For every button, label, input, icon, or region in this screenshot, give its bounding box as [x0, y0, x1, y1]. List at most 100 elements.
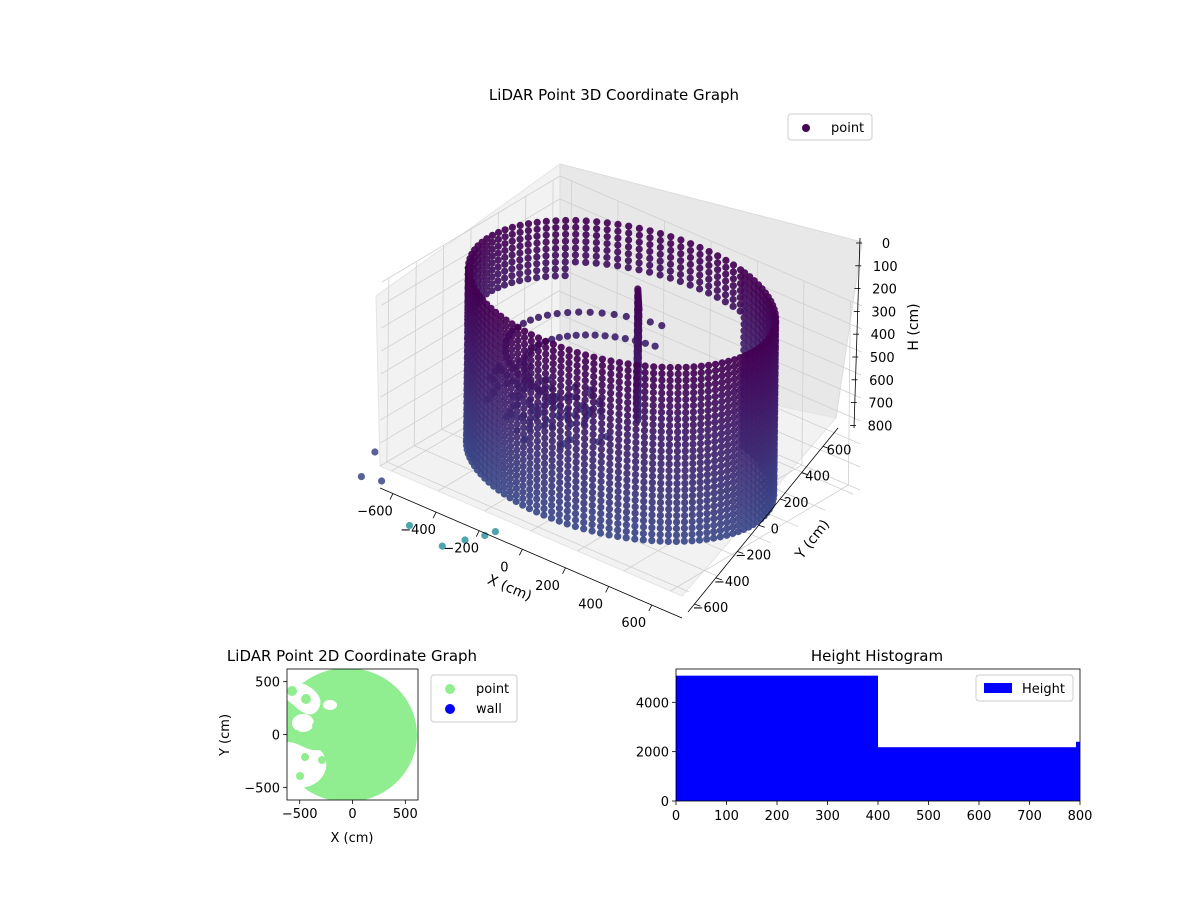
point-3d: [705, 248, 713, 256]
point-3d: [513, 452, 521, 460]
point-3d: [513, 433, 521, 441]
point-3d: [565, 365, 573, 373]
y-tick-label: 0: [272, 729, 280, 744]
point-3d: [729, 529, 737, 538]
point-3d: [736, 405, 744, 413]
point-3d: [506, 455, 515, 463]
point-3d: [729, 510, 737, 518]
point-3d: [724, 383, 732, 391]
point-3d: [711, 392, 719, 401]
point-3d: [549, 372, 557, 381]
point-3d: [695, 530, 704, 538]
point-3d: [689, 401, 698, 410]
point-3d: [633, 374, 641, 382]
points-3d: [357, 216, 780, 550]
point-3d: [519, 488, 527, 496]
point-3d: [689, 440, 697, 448]
y-tick-label: 4000: [636, 696, 669, 711]
x-tick: [562, 567, 566, 575]
point-3d: [718, 417, 726, 425]
point-3d: [667, 233, 675, 241]
point-3d: [598, 374, 606, 383]
point-3d: [729, 289, 737, 297]
point-3d: [589, 405, 598, 413]
point-3d: [580, 454, 589, 462]
point-3d: [508, 339, 516, 347]
point-3d: [689, 453, 697, 461]
point-3d: [605, 492, 614, 500]
point-3d: [625, 236, 633, 244]
point-3d: [648, 472, 657, 480]
point-3d: [689, 408, 698, 416]
point-3d: [666, 376, 674, 384]
point-3d: [614, 481, 622, 489]
point-3d: [581, 441, 589, 449]
point-3d: [703, 464, 712, 472]
point-3d: [603, 226, 611, 234]
point-3d: [717, 449, 725, 457]
point-3d: [648, 504, 656, 512]
point-3d: [564, 468, 572, 476]
point-3d: [722, 256, 730, 264]
point-3d: [548, 476, 556, 484]
point-3d: [507, 404, 515, 412]
point-3d: [648, 485, 656, 493]
point-3d: [548, 450, 556, 458]
point-3d: [633, 367, 641, 376]
point-3d: [657, 460, 665, 468]
point-3d: [605, 505, 614, 513]
point-3d: [543, 311, 552, 319]
point-3d: [674, 409, 682, 417]
point-3d: [718, 378, 726, 386]
point-3d: [697, 407, 705, 415]
point-3d: [524, 220, 533, 228]
point-3d: [686, 247, 695, 255]
point-3d: [580, 480, 588, 488]
point-3d: [730, 381, 738, 389]
point-3d: [625, 222, 633, 230]
point-3d: [582, 238, 590, 246]
point-3d: [562, 216, 570, 225]
point-3d: [519, 319, 528, 327]
y-tick: [780, 498, 787, 502]
point-3d: [556, 478, 564, 487]
point-3d: [514, 369, 522, 377]
point-3d: [640, 484, 648, 492]
point-3d: [549, 411, 557, 419]
point-3d: [524, 268, 532, 276]
point-3d: [688, 524, 696, 532]
point-3d: [581, 383, 589, 391]
point-3d: [534, 392, 542, 400]
point-3d: [514, 324, 522, 332]
point-3d: [557, 350, 565, 358]
point-3d: [542, 231, 550, 239]
point-3d: [597, 477, 605, 486]
z-tick-label: 100: [873, 260, 898, 275]
point-3d: [527, 369, 535, 377]
point-3d: [488, 287, 496, 295]
point-3d: [496, 383, 504, 391]
point-3d: [495, 460, 503, 468]
point-3d: [533, 495, 541, 503]
point-3d: [658, 363, 666, 371]
point-3d: [729, 465, 738, 473]
point-3d: [512, 485, 521, 493]
point-3d: [736, 354, 744, 362]
point-3d: [527, 363, 535, 371]
point-3d: [729, 452, 738, 460]
point-3d: [716, 520, 725, 528]
point-3d: [606, 466, 614, 475]
point-3d: [607, 383, 615, 391]
point-3d: [606, 396, 615, 404]
point-3d: [631, 496, 639, 504]
point-3d: [572, 503, 580, 511]
point-3d: [696, 510, 704, 518]
point-3d: [614, 241, 622, 249]
point-3d: [548, 495, 556, 503]
x-tick-label: −500: [282, 807, 318, 822]
point-3d: [640, 446, 648, 454]
point-3d: [516, 263, 524, 271]
point-3d: [580, 505, 588, 514]
point-3d: [615, 429, 623, 437]
point-3d: [614, 520, 622, 528]
